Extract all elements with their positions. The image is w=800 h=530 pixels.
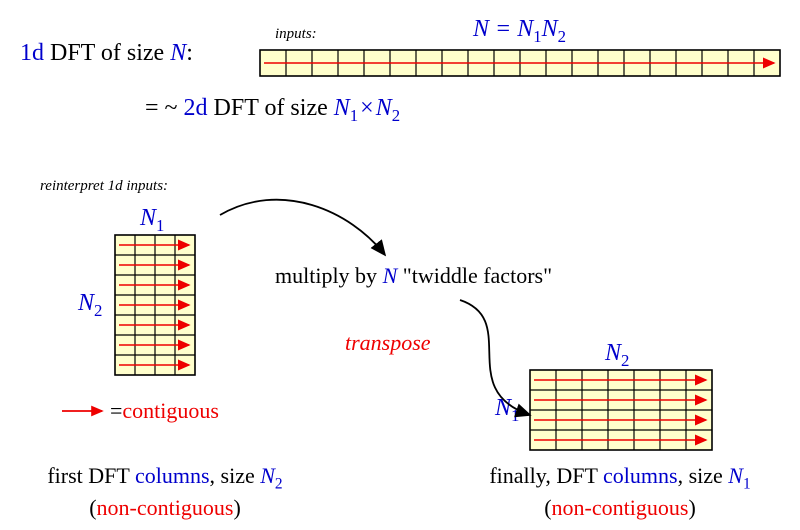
diagram-svg xyxy=(0,0,800,530)
